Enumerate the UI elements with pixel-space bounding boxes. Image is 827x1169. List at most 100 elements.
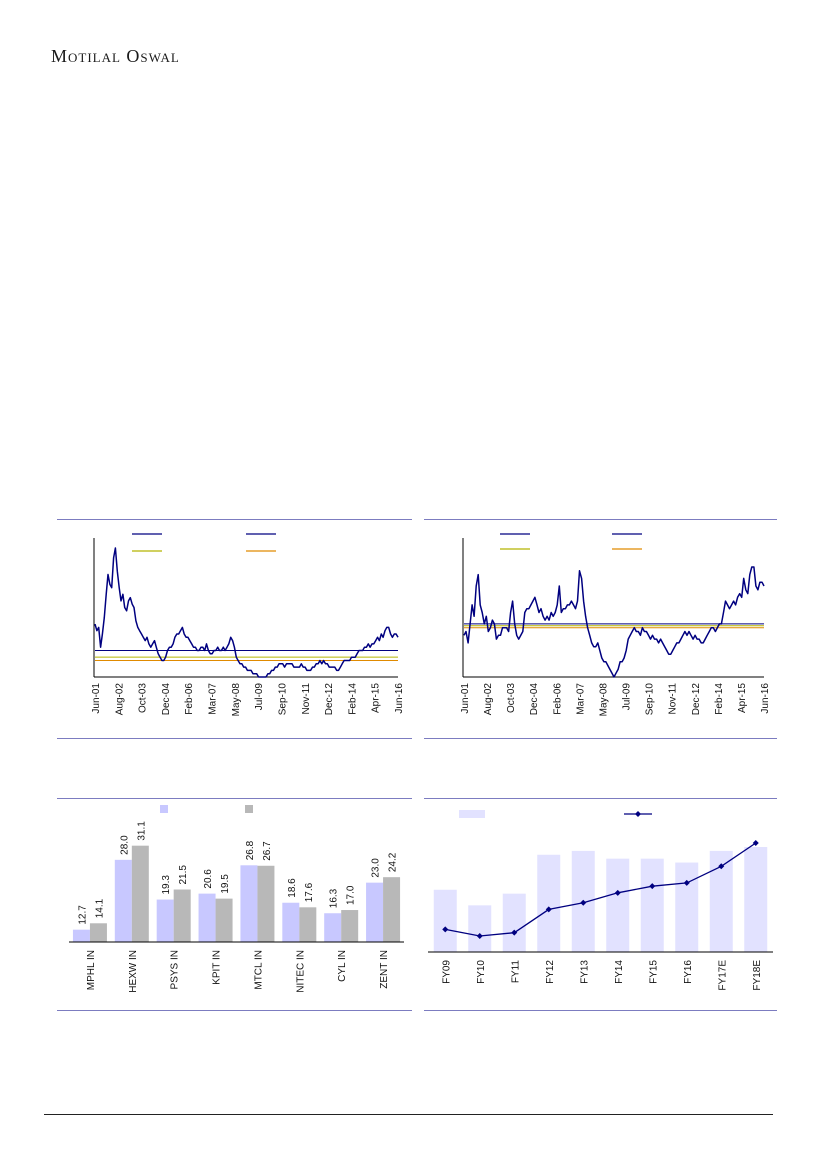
category-label: FY16 [683,960,694,984]
x-tick-label: Jul-09 [622,683,633,711]
chart-panel-2: Jun-01 Aug-02 Oct-03 Dec-04 Feb-06 Mar-07 May-… [424,518,777,740]
chart-panel-3: 12.7 14.1 MPHL IN 28.0 31.1 HEXW IN 19.3 21.5 PS… [57,797,412,1012]
chart-top-rule [57,798,412,799]
bar [131,845,149,942]
bar [468,905,492,952]
x-tick-label: Jun-16 [394,683,405,714]
line-marker [476,933,483,939]
line-marker [614,889,621,896]
data-label: 17.6 [304,882,315,902]
bar [537,854,561,952]
x-tick-label: Nov-11 [301,683,312,715]
category-label: MTCL IN [253,950,264,990]
x-tick-label: Dec-04 [161,683,172,716]
bar [72,929,90,942]
chart-panel-4: FY09 FY10 FY11 FY12 FY13 FY14 FY15 FY16 FY17E FY1… [424,797,777,1012]
chart-top-rule [57,519,412,520]
bar [383,877,401,942]
x-tick-label: Sep-10 [277,683,288,716]
x-tick-label: Dec-04 [529,683,540,716]
bar [114,859,132,942]
line-marker [683,879,690,886]
line-chart-1: Jun-01 Aug-02 Oct-03 Dec-04 Feb-06 Mar-07 May-… [91,533,405,717]
data-label: 31.1 [136,821,147,841]
category-label: FY15 [648,960,659,984]
series-line [463,566,765,678]
category-label: HEXW IN [128,950,139,993]
category-label: FY11 [510,960,521,984]
data-label: 16.3 [329,888,340,908]
x-tick-label: May-08 [598,683,609,717]
data-label: 23.0 [371,858,382,878]
chart-panel-1: Jun-01 Aug-02 Oct-03 Dec-04 Feb-06 Mar-07 May-… [57,518,412,740]
line-chart-2: Jun-01 Aug-02 Oct-03 Dec-04 Feb-06 Mar-07 May-… [460,533,771,717]
x-tick-label: Feb-06 [552,683,563,715]
data-label: 19.5 [220,874,231,894]
series-line [445,842,757,937]
data-label: 24.2 [388,852,399,872]
bar [173,889,191,942]
line-marker [718,863,725,870]
x-tick-label: Dec-12 [324,683,335,716]
x-tick-label: Nov-11 [668,683,679,715]
bar [299,907,317,942]
x-tick-label: Aug-02 [114,683,125,716]
line-marker [580,899,587,906]
x-tick-label: Mar-07 [575,683,586,715]
data-label: 20.6 [203,869,214,889]
category-label: FY14 [614,960,625,984]
bar [640,858,664,952]
x-tick-label: Apr-15 [371,683,382,713]
x-tick-label: Aug-02 [483,683,494,716]
category-label: PSYS IN [170,950,181,989]
bar [89,923,107,942]
x-tick-label: Oct-03 [506,683,517,713]
x-tick-label: Sep-10 [645,683,656,716]
category-label: CYL IN [337,950,348,982]
x-tick-label: May-08 [231,683,242,717]
x-tick-label: Feb-06 [184,683,195,715]
x-tick-label: Apr-15 [737,683,748,713]
x-tick-label: Jun-16 [760,683,771,714]
legend-swatch-series-2 [245,805,253,813]
chart-bottom-rule [424,1010,777,1011]
x-tick-label: Mar-07 [208,683,219,715]
category-label: FY12 [545,960,556,984]
data-label: 12.7 [77,905,88,925]
bar [502,893,526,952]
category-label: NITEC IN [295,950,306,993]
data-label: 26.7 [262,841,273,861]
bar [198,893,216,942]
line-marker [649,883,656,890]
chart-bottom-rule [57,1010,412,1011]
bar-chart: 12.7 14.1 MPHL IN 28.0 31.1 HEXW IN 19.3 21.5 PS… [69,805,404,993]
x-tick-label: Jun-01 [91,683,102,714]
data-label: 26.8 [245,840,256,860]
series-line [94,547,399,678]
data-label: 21.5 [178,865,189,885]
category-label: MPHL IN [86,950,97,990]
bar [341,910,359,942]
x-tick-label: Jun-01 [460,683,471,714]
data-label: 17.0 [346,885,357,905]
bar [433,889,457,952]
category-label: KPIT IN [212,950,223,985]
line-marker [545,906,552,913]
legend-swatch-series-1 [160,805,168,813]
legend-swatch-bars [459,810,485,818]
chart-top-rule [424,798,777,799]
chart-top-rule [424,519,777,520]
category-label: FY09 [441,960,452,984]
category-label: ZENT IN [379,950,390,989]
bar [240,865,258,942]
x-tick-label: Feb-14 [714,683,725,715]
bar [282,902,300,942]
bar [257,865,275,942]
category-label: FY13 [579,960,590,984]
bar [675,862,699,952]
legend-swatch-marker [635,811,641,817]
data-label: 19.3 [161,875,172,895]
bar [215,898,233,942]
x-tick-label: Dec-12 [691,683,702,716]
x-tick-label: Oct-03 [138,683,149,713]
